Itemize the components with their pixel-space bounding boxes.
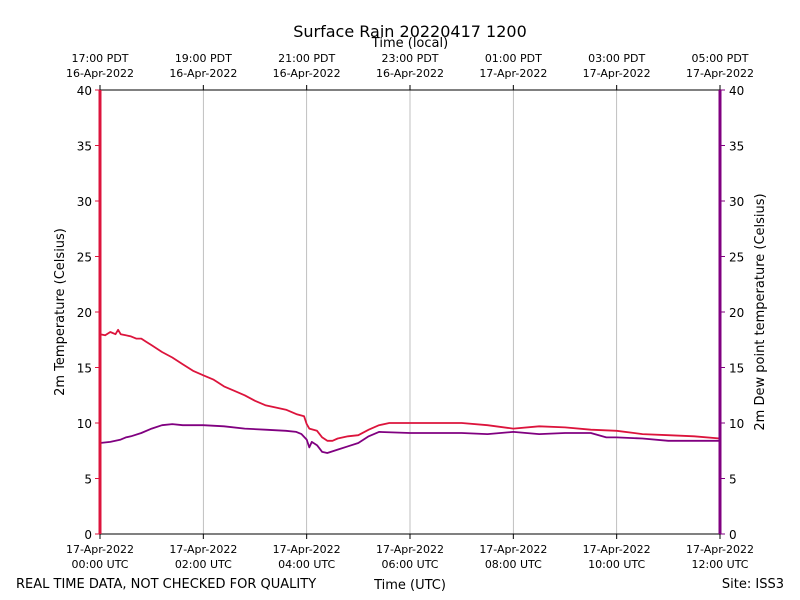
right-tick-label-25: 25 [729,251,744,265]
top-tick-time-6: 23:00 PDT [381,52,438,65]
grid-lines [202,90,618,534]
footer-site: Site: ISS3 [722,577,784,592]
right-tick-label-35: 35 [729,140,744,154]
left-tick-label-20: 20 [77,306,92,320]
series-lines [99,328,721,454]
top-tick-date-6: 16-Apr-2022 [376,67,444,80]
bottom-tick-time-10: 10:00 UTC [588,558,645,571]
y-axis-label-left: 2m Temperature (Celsius) [53,228,68,396]
top-tick-time-0: 17:00 PDT [71,52,128,65]
top-tick-date-8: 17-Apr-2022 [479,67,547,80]
bottom-tick-date-2: 17-Apr-2022 [169,543,237,556]
left-tick-label-15: 15 [77,362,92,376]
bottom-tick-time-6: 06:00 UTC [381,558,438,571]
y-axis-label-right: 2m Dew point temperature (Celsius) [753,193,768,430]
series-line-temperature [99,328,721,442]
top-tick-time-2: 19:00 PDT [175,52,232,65]
top-tick-time-12: 05:00 PDT [691,52,748,65]
left-tick-label-35: 35 [77,140,92,154]
bottom-tick-date-0: 17-Apr-2022 [66,543,134,556]
bottom-tick-date-4: 17-Apr-2022 [273,543,341,556]
left-tick-label-40: 40 [77,84,92,98]
top-tick-date-12: 17-Apr-2022 [686,67,754,80]
right-tick-label-0: 0 [729,528,737,542]
bottom-tick-time-4: 04:00 UTC [278,558,335,571]
top-tick-time-10: 03:00 PDT [588,52,645,65]
left-tick-label-5: 5 [84,473,92,487]
series-line-dewpoint [99,423,720,454]
footer-disclaimer: REAL TIME DATA, NOT CHECKED FOR QUALITY [16,577,316,592]
left-tick-label-25: 25 [77,251,92,265]
top-tick-date-10: 17-Apr-2022 [583,67,651,80]
bottom-tick-time-8: 08:00 UTC [485,558,542,571]
bottom-tick-date-10: 17-Apr-2022 [583,543,651,556]
right-y-ticks: 0 5 10 15 20 25 30 35 40 [720,84,744,542]
left-tick-label-10: 10 [77,417,92,431]
left-tick-label-30: 30 [77,195,92,209]
right-tick-label-10: 10 [729,417,744,431]
bottom-tick-time-0: 00:00 UTC [71,558,128,571]
top-tick-date-0: 16-Apr-2022 [66,67,134,80]
bottom-tick-date-6: 17-Apr-2022 [376,543,444,556]
top-axis-label: Time (local) [371,36,448,51]
right-tick-label-5: 5 [729,473,737,487]
bottom-tick-time-12: 12:00 UTC [691,558,748,571]
top-tick-time-4: 21:00 PDT [278,52,335,65]
bottom-tick-date-8: 17-Apr-2022 [479,543,547,556]
top-tick-time-8: 01:00 PDT [485,52,542,65]
top-tick-date-4: 16-Apr-2022 [273,67,341,80]
right-tick-label-30: 30 [729,195,744,209]
top-tick-date-2: 16-Apr-2022 [169,67,237,80]
left-tick-label-0: 0 [84,528,92,542]
chart-title: Surface Rain 20220417 1200 [293,22,527,41]
right-tick-label-15: 15 [729,362,744,376]
bottom-tick-date-12: 17-Apr-2022 [686,543,754,556]
top-x-ticks: 17:00 PDT 16-Apr-2022 19:00 PDT 16-Apr-2022… [66,52,754,90]
x-axis-label: Time (UTC) [373,578,446,593]
bottom-tick-time-2: 02:00 UTC [175,558,232,571]
bottom-x-ticks: 17-Apr-2022 00:00 UTC 17-Apr-2022 02:00 UTC… [66,534,754,571]
left-y-ticks: 0 5 10 15 20 25 30 35 40 [77,84,100,542]
right-tick-label-40: 40 [729,84,744,98]
right-tick-label-20: 20 [729,306,744,320]
